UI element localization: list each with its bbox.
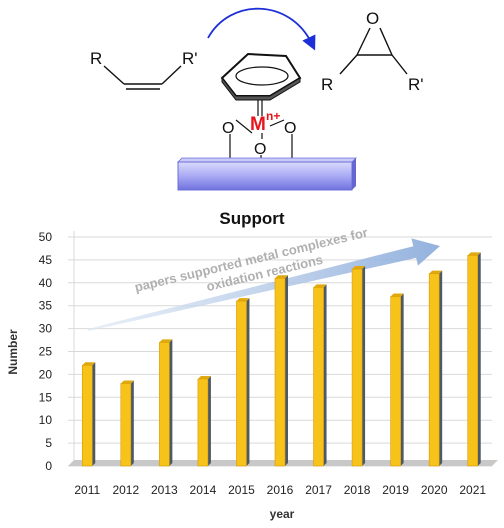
bar-side — [477, 252, 481, 466]
trend-arrow — [87, 238, 440, 331]
y-tick-label: 45 — [39, 253, 53, 267]
bar-side — [285, 275, 288, 466]
bar-top — [429, 270, 443, 274]
ligand-oxygen-left: O — [222, 120, 234, 137]
bar-front — [274, 277, 286, 467]
bar-2020 — [428, 270, 443, 467]
bar-2017 — [313, 284, 327, 467]
x-axis-label: year — [270, 507, 295, 521]
alkene-r-left: R — [90, 49, 102, 68]
support-slab — [177, 157, 357, 191]
bar-2016 — [274, 275, 288, 467]
x-tick-label: 2013 — [151, 483, 178, 497]
x-tick-label: 2021 — [459, 483, 486, 497]
y-axis-label: Number — [6, 329, 20, 375]
bar-2014 — [197, 375, 211, 467]
y-tick-label: 10 — [39, 413, 53, 427]
bar-front — [428, 273, 440, 467]
bar-2021 — [467, 252, 481, 467]
bar-2015 — [236, 298, 250, 467]
bar-side — [323, 284, 327, 466]
bar-top — [159, 339, 173, 343]
y-tick-label: 50 — [39, 230, 53, 244]
bar-front — [390, 296, 401, 467]
bar-top — [275, 275, 288, 279]
y-tick-label: 15 — [39, 390, 53, 404]
bar-2019 — [390, 293, 404, 467]
support-label: Support — [219, 209, 284, 228]
bar-side — [439, 270, 443, 466]
metal-ring-bonds — [257, 100, 263, 116]
y-tick-label: 0 — [45, 459, 52, 473]
x-axis-ticks: 2011 2012 2013 2014 2015 2016 2017 2018 2019 2020… — [74, 483, 486, 497]
y-tick-label: 35 — [39, 299, 53, 313]
epoxide-oxygen: O — [366, 9, 379, 28]
bar-top — [82, 362, 96, 366]
x-tick-label: 2016 — [267, 483, 294, 497]
bar-front — [351, 268, 363, 467]
bar-side — [207, 375, 211, 466]
bar-side — [92, 362, 96, 466]
bar-front — [197, 378, 209, 467]
bar-front — [120, 383, 132, 467]
x-tick-label: 2020 — [421, 483, 448, 497]
bar-front — [313, 287, 324, 467]
reaction-arrow — [207, 7, 316, 51]
bar-top — [313, 284, 327, 288]
ligand-oxygen-middle: O — [254, 141, 266, 158]
bar-front — [81, 364, 93, 467]
bar-top — [197, 375, 211, 379]
bar-2012 — [120, 380, 134, 467]
ligand-oxygen-right: O — [284, 120, 296, 137]
bar-side — [169, 339, 173, 466]
y-tick-label: 25 — [39, 345, 53, 359]
x-tick-label: 2011 — [74, 483, 100, 497]
bar-front — [236, 300, 247, 467]
bar-front — [159, 342, 170, 467]
bar-front — [467, 255, 479, 467]
bar-side — [362, 266, 366, 466]
bar-2013 — [159, 339, 173, 467]
x-tick-label: 2012 — [112, 483, 139, 497]
x-tick-label: 2017 — [305, 483, 332, 497]
bar-top — [352, 266, 366, 270]
alkene-r-right: R' — [182, 49, 198, 68]
cyclopentadienyl-ring — [220, 52, 302, 101]
x-tick-label: 2015 — [228, 483, 255, 497]
bar-side — [400, 293, 404, 466]
bar-2018 — [351, 266, 366, 467]
alkene-bonds — [103, 65, 182, 90]
y-tick-label: 5 — [45, 436, 52, 450]
bar-side — [246, 298, 250, 466]
reaction-scheme: R R' O R R' M — [90, 7, 424, 228]
bar-top — [236, 298, 250, 302]
x-tick-label: 2019 — [382, 483, 409, 497]
bar-side — [130, 380, 134, 466]
metal-charge: n+ — [266, 109, 280, 123]
epoxide-r-right: R' — [408, 75, 424, 94]
chart-bars — [81, 252, 481, 467]
y-tick-label: 20 — [39, 367, 53, 381]
epoxide-bonds — [339, 27, 408, 75]
bar-top — [120, 380, 134, 384]
bar-2011 — [81, 362, 96, 467]
bar-top — [390, 293, 404, 297]
y-axis-ticks: 0 5 10 15 20 25 30 35 40 45 50 — [39, 230, 53, 473]
y-tick-label: 40 — [39, 276, 53, 290]
x-tick-label: 2018 — [344, 483, 371, 497]
epoxide-r-left: R — [321, 75, 333, 94]
y-tick-label: 30 — [39, 322, 53, 336]
x-tick-label: 2014 — [190, 483, 217, 497]
bar-top — [467, 252, 481, 256]
metal-center: M — [250, 114, 266, 135]
